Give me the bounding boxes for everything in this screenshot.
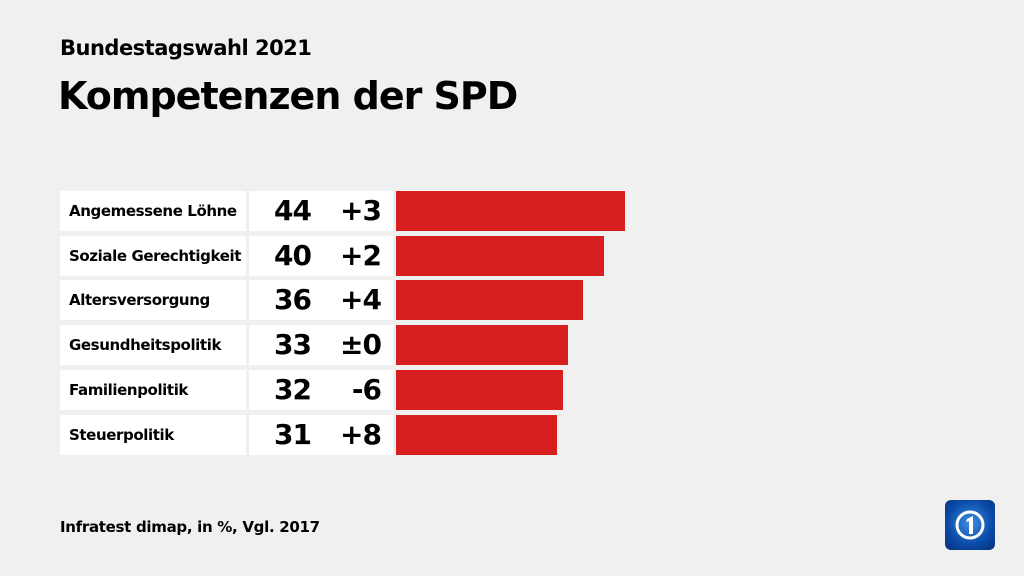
category-label: Angemessene Löhne [60, 191, 246, 231]
subtitle: Bundestagswahl 2021 [60, 36, 312, 60]
category-label: Altersversorgung [60, 280, 246, 321]
value-cell: 32 -6 [249, 369, 393, 410]
bar [396, 191, 625, 231]
ard-logo [945, 500, 995, 550]
bar [396, 325, 568, 366]
page-title: Kompetenzen der SPD [58, 74, 518, 118]
bar [396, 369, 563, 410]
value-label: 36 [274, 283, 312, 317]
value-cell: 44 +3 [249, 191, 393, 231]
value-cell: 33 ±0 [249, 325, 393, 366]
change-label: +3 [340, 194, 382, 227]
value-cell: 31 +8 [249, 414, 393, 455]
value-label: 31 [274, 417, 312, 451]
change-label: ±0 [340, 328, 382, 362]
value-label: 33 [274, 328, 312, 362]
value-cell: 36 +4 [249, 280, 393, 321]
change-label: +8 [340, 417, 382, 451]
bar [396, 280, 584, 321]
change-label: -6 [351, 372, 382, 406]
category-label: Soziale Gerechtigkeit [60, 235, 246, 276]
bar [396, 235, 605, 276]
value-label: 32 [274, 372, 312, 406]
category-label: Gesundheitspolitik [60, 325, 246, 366]
change-label: +2 [340, 238, 382, 272]
change-label: +4 [340, 283, 382, 317]
value-label: 44 [274, 194, 312, 227]
category-label: Steuerpolitik [60, 414, 246, 455]
value-cell: 40 +2 [249, 235, 393, 276]
bar [396, 414, 558, 455]
category-label: Familienpolitik [60, 369, 246, 410]
value-label: 40 [274, 238, 312, 272]
source-note: Infratest dimap, in %, Vgl. 2017 [60, 518, 320, 536]
